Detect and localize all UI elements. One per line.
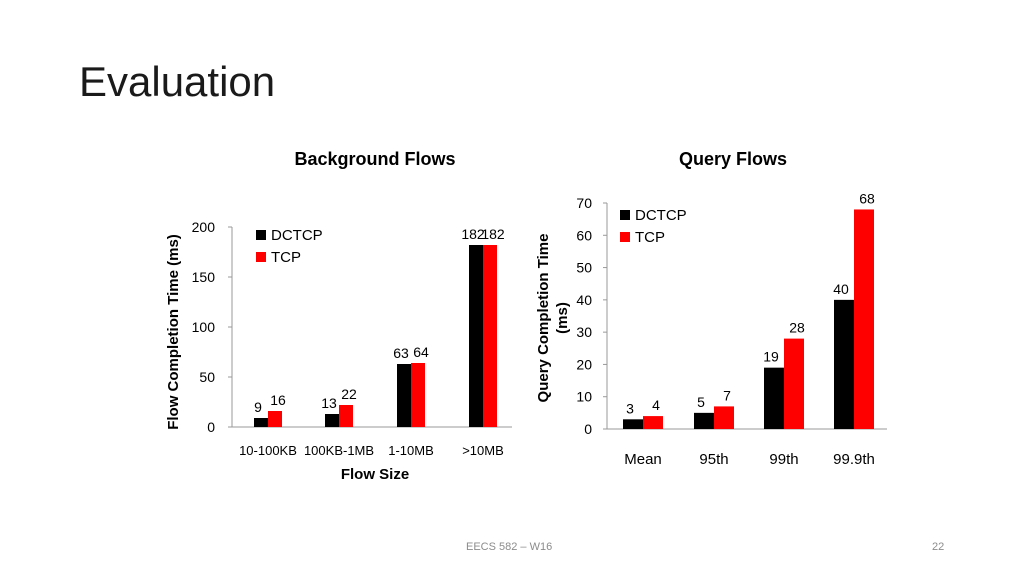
footer-course: EECS 582 – W16 [466,541,553,553]
bg-data-label: 182 [461,226,485,242]
q-y-tick-label: 60 [576,227,592,243]
q-legend-label-dctcp: DCTCP [635,207,687,224]
q-bar-dctcp [834,299,854,429]
q-bar-tcp [714,406,734,429]
q-y-tick-label: 10 [576,389,592,405]
bg-y-tick-label: 50 [199,369,215,385]
bg-bar-dctcp [469,245,483,427]
q-y-tick-label: 30 [576,324,592,340]
bg-data-label: 13 [321,395,337,411]
query-flows-chart-title: Query Flows [678,149,788,169]
q-y-axis-title: Query Completion Time (ms) [535,234,571,403]
bg-category-label: 100KB-1MB [304,443,374,458]
bg-category-label: 10-100KB [239,443,297,458]
q-data-label: 40 [833,281,849,297]
q-category-label: 99.9th [833,451,875,468]
q-bar-dctcp [623,419,643,429]
bg-legend-label-tcp: TCP [271,249,301,266]
bg-data-label: 22 [341,386,357,402]
bg-y-tick-label: 150 [192,269,216,285]
page-number: 22 [932,541,945,553]
q-bar-dctcp [694,412,714,429]
q-data-label: 19 [763,349,779,365]
bg-bar-tcp [411,363,425,427]
q-y-tick-label: 70 [576,195,592,211]
q-legend-label-tcp: TCP [635,229,665,246]
bg-legend-swatch-tcp [256,252,266,262]
bg-data-label: 63 [393,345,409,361]
bg-category-label: >10MB [462,443,504,458]
q-bar-tcp [854,209,874,429]
q-bar-dctcp [764,367,784,429]
bg-y-tick-label: 100 [192,319,216,335]
q-y-tick-label: 50 [576,260,592,276]
q-bar-tcp [643,416,663,429]
slide-title: Evaluation [79,58,276,105]
q-legend-swatch-dctcp [620,210,630,220]
bg-bar-tcp [339,405,353,427]
q-y-tick-label: 0 [584,421,592,437]
bg-bar-tcp [268,411,282,427]
q-legend-swatch-tcp [620,232,630,242]
bg-y-axis-title: Flow Completion Time (ms) [165,234,182,430]
q-category-label: 95th [699,451,728,468]
q-data-label: 3 [626,400,634,416]
bg-legend-swatch-dctcp [256,230,266,240]
q-bar-tcp [784,338,804,429]
q-category-label: 99th [769,451,798,468]
bg-data-label: 9 [254,399,262,415]
q-category-label: Mean [624,451,662,468]
q-data-label: 4 [652,397,660,413]
bg-x-axis-title: Flow Size [341,466,409,483]
bg-legend-label-dctcp: DCTCP [271,227,323,244]
q-data-label: 68 [859,190,875,206]
bg-y-tick-label: 200 [192,219,216,235]
q-data-label: 7 [723,387,731,403]
q-y-tick-label: 20 [576,356,592,372]
bg-data-label: 182 [481,226,505,242]
q-data-label: 28 [789,320,805,336]
bg-category-label: 1-10MB [388,443,434,458]
bg-bar-dctcp [397,364,411,427]
q-data-label: 5 [697,394,705,410]
bg-data-label: 64 [413,344,429,360]
bg-bar-tcp [483,245,497,427]
bg-bar-dctcp [254,418,268,427]
bg-y-tick-label: 0 [207,419,215,435]
q-y-tick-label: 40 [576,292,592,308]
bg-data-label: 16 [270,392,286,408]
background-flows-chart-title: Background Flows [294,149,456,169]
bg-bar-dctcp [325,414,339,427]
